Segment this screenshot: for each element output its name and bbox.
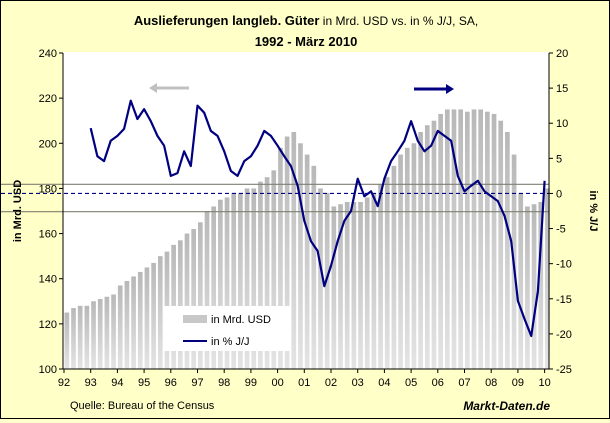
- x-tick-label: 07: [458, 377, 470, 389]
- bar: [311, 166, 316, 369]
- bar: [138, 272, 143, 369]
- y-left-tick-label: 120: [39, 319, 57, 331]
- chart-title: Auslieferungen langleb. Güter in Mrd. US…: [134, 13, 478, 28]
- bar: [352, 202, 357, 369]
- bar: [485, 112, 490, 369]
- y-right-tick-label: 0: [556, 188, 562, 200]
- bar: [438, 114, 443, 369]
- y-right-tick-label: 20: [556, 48, 568, 60]
- title-bold: Auslieferungen langleb. Güter: [134, 13, 320, 28]
- x-tick-label: 02: [325, 377, 337, 389]
- x-tick-label: 05: [405, 377, 417, 389]
- x-tick-label: 06: [432, 377, 444, 389]
- x-tick-label: 92: [58, 377, 70, 389]
- bar: [532, 204, 537, 369]
- x-tick-label: 00: [271, 377, 283, 389]
- bar: [465, 112, 470, 369]
- bar: [398, 155, 403, 369]
- y-left-tick-label: 100: [39, 364, 57, 376]
- bar: [365, 197, 370, 369]
- x-tick-label: 98: [218, 377, 230, 389]
- bar: [372, 193, 377, 369]
- x-tick-label: 10: [538, 377, 550, 389]
- bar: [111, 295, 116, 369]
- bar: [305, 155, 310, 369]
- y-right-tick-label: -15: [556, 294, 572, 306]
- bar: [345, 202, 350, 369]
- x-tick-label: 93: [85, 377, 97, 389]
- y-left-tick-label: 180: [39, 183, 57, 195]
- bar: [392, 166, 397, 369]
- bar: [98, 299, 103, 369]
- x-tick-label: 96: [165, 377, 177, 389]
- x-tick-label: 04: [378, 377, 390, 389]
- y-right-tick-label: 15: [556, 83, 568, 95]
- bar: [151, 263, 156, 369]
- y-left-tick-label: 240: [39, 48, 57, 60]
- bar: [505, 132, 510, 369]
- legend-label-line: in % J/J: [211, 336, 250, 348]
- x-tick-label: 01: [298, 377, 310, 389]
- bar: [492, 114, 497, 369]
- bar: [498, 121, 503, 369]
- bar: [131, 276, 136, 369]
- bar: [412, 143, 417, 369]
- bar: [385, 177, 390, 369]
- bar: [458, 109, 463, 369]
- y-axis-right-label: in % J/J: [587, 191, 599, 232]
- x-tick-label: 03: [352, 377, 364, 389]
- bar: [358, 202, 363, 369]
- bar: [405, 148, 410, 369]
- bar: [91, 301, 96, 369]
- legend-label-bars: in Mrd. USD: [211, 314, 271, 326]
- x-tick-label: 94: [111, 377, 123, 389]
- bar: [125, 281, 130, 369]
- x-tick-label: 97: [191, 377, 203, 389]
- y-right-tick-label: -25: [556, 364, 572, 376]
- bar: [65, 313, 70, 369]
- y-left-tick-label: 200: [39, 138, 57, 150]
- bar: [71, 308, 76, 369]
- bar: [518, 193, 523, 369]
- bar: [478, 109, 483, 369]
- bar: [418, 132, 423, 369]
- brand-logo: Markt-Daten.de: [463, 399, 550, 413]
- bar: [525, 206, 530, 369]
- source-note: Quelle: Bureau of the Census: [70, 400, 215, 412]
- bar: [432, 121, 437, 369]
- y-axis-left-label: in Mrd. USD: [12, 180, 24, 242]
- x-tick-label: 08: [485, 377, 497, 389]
- bar: [105, 297, 110, 369]
- y-left-tick-label: 140: [39, 274, 57, 286]
- bar: [118, 285, 123, 369]
- bar: [78, 306, 83, 369]
- y-right-tick-label: 5: [556, 153, 562, 165]
- bar: [472, 109, 477, 369]
- legend-swatch-bars: [183, 315, 207, 323]
- x-tick-label: 09: [512, 377, 524, 389]
- bar: [298, 143, 303, 369]
- chart-subtitle: 1992 - März 2010: [255, 34, 358, 49]
- bar: [425, 125, 430, 369]
- bar: [145, 267, 150, 369]
- y-left-tick-label: 220: [39, 93, 57, 105]
- bar: [445, 109, 450, 369]
- x-tick-label: 95: [138, 377, 150, 389]
- y-right-tick-label: 10: [556, 118, 568, 130]
- x-tick-label: 99: [245, 377, 257, 389]
- bar: [158, 256, 163, 369]
- title-rest: in Mrd. USD vs. in % J/J, SA,: [319, 14, 478, 28]
- bar: [332, 206, 337, 369]
- y-right-tick-label: -20: [556, 329, 572, 341]
- y-right-tick-label: -10: [556, 259, 572, 271]
- bar: [85, 306, 90, 369]
- y-left-tick-label: 160: [39, 229, 57, 241]
- legend: in Mrd. USD in % J/J: [164, 306, 291, 351]
- y-right-tick-label: -5: [556, 224, 566, 236]
